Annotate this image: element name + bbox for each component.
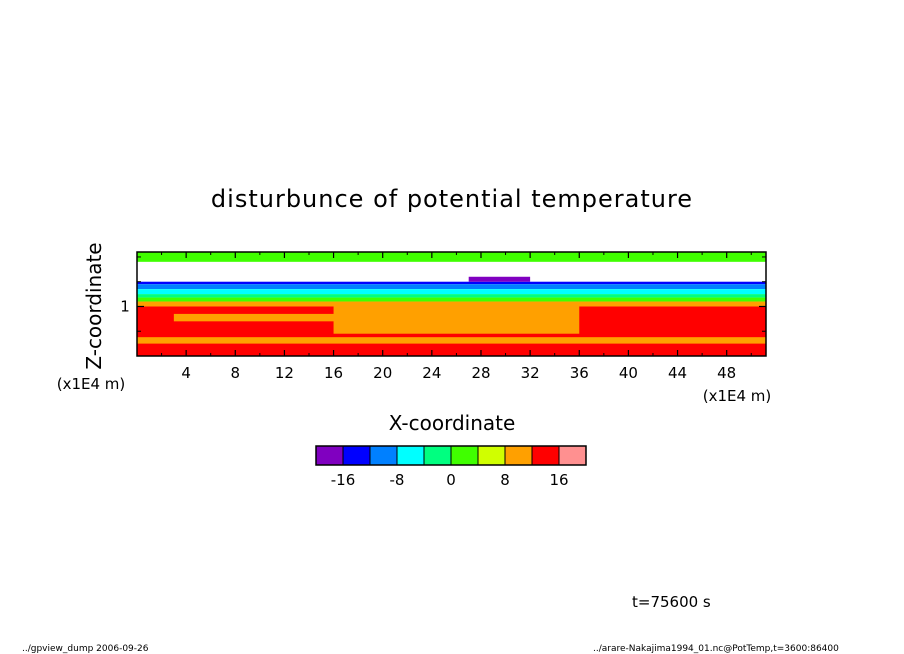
y-axis: 1 [120,256,766,332]
colorbar-tick-label: -16 [331,471,356,489]
x-tick-label: 32 [521,364,540,382]
colorbar-swatch [342,445,371,466]
colorbar-swatch [450,445,479,466]
contour-band-5 [137,294,766,298]
contour-band-6 [137,297,766,302]
footer-left: ../gpview_dump 2006-09-26 [22,644,149,654]
colorbar-frame [315,445,587,466]
y-tick-label: 1 [120,297,130,315]
contour-patch-3 [468,276,531,282]
x-tick-label: 48 [717,364,736,382]
colorbar-swatch [477,445,506,466]
chart-title: disturbunce of potential temperature [211,185,693,213]
x-tick-label: 40 [619,364,638,382]
contour-patch-0 [333,306,580,334]
colorbar-swatch [315,445,344,466]
contour-patch-2 [137,337,766,344]
x-tick-label: 36 [570,364,589,382]
x-tick-label: 20 [373,364,392,382]
x-unit-label: (x1E4 m) [703,387,772,405]
footer-right: ../arare-Nakajima1994_01.nc@PotTemp,t=36… [593,644,839,654]
x-tick-label: 16 [324,364,343,382]
y-unit-label: (x1E4 m) [57,375,126,393]
colorbar-swatch [531,445,560,466]
colorbar-swatch [369,445,398,466]
x-axis: 4 8 12 16 20 24 28 32 36 40 44 48 [161,252,752,382]
colorbar-tick-label: 0 [446,471,456,489]
x-tick-label: 28 [471,364,490,382]
x-tick-label: 44 [668,364,687,382]
colorbar-swatch [504,445,533,466]
contour-band-1 [137,261,766,282]
colorbar-tick-label: 16 [549,471,568,489]
colorbar-tick-label: -8 [390,471,405,489]
contour-band-7 [137,301,766,307]
colorbar-swatch [396,445,425,466]
colorbar-tick-label: 8 [500,471,510,489]
contour-band-3 [137,284,766,290]
contour-field [137,252,766,356]
contour-patch-1 [173,313,346,322]
contour-band-0 [137,252,766,262]
x-axis-label: X-coordinate [389,411,516,435]
x-tick-label: 8 [231,364,241,382]
x-tick-label: 24 [422,364,441,382]
x-tick-label: 12 [275,364,294,382]
colorbar: -16 -8 0 8 16 [315,445,587,489]
plot-frame [136,251,767,357]
colorbar-swatch [558,445,587,466]
x-tick-label: 4 [181,364,191,382]
contour-band-2 [137,281,766,285]
time-label: t=75600 s [632,593,711,611]
colorbar-swatch [423,445,452,466]
y-axis-label: Z-coordinate [82,242,106,369]
contour-band-4 [137,289,766,295]
